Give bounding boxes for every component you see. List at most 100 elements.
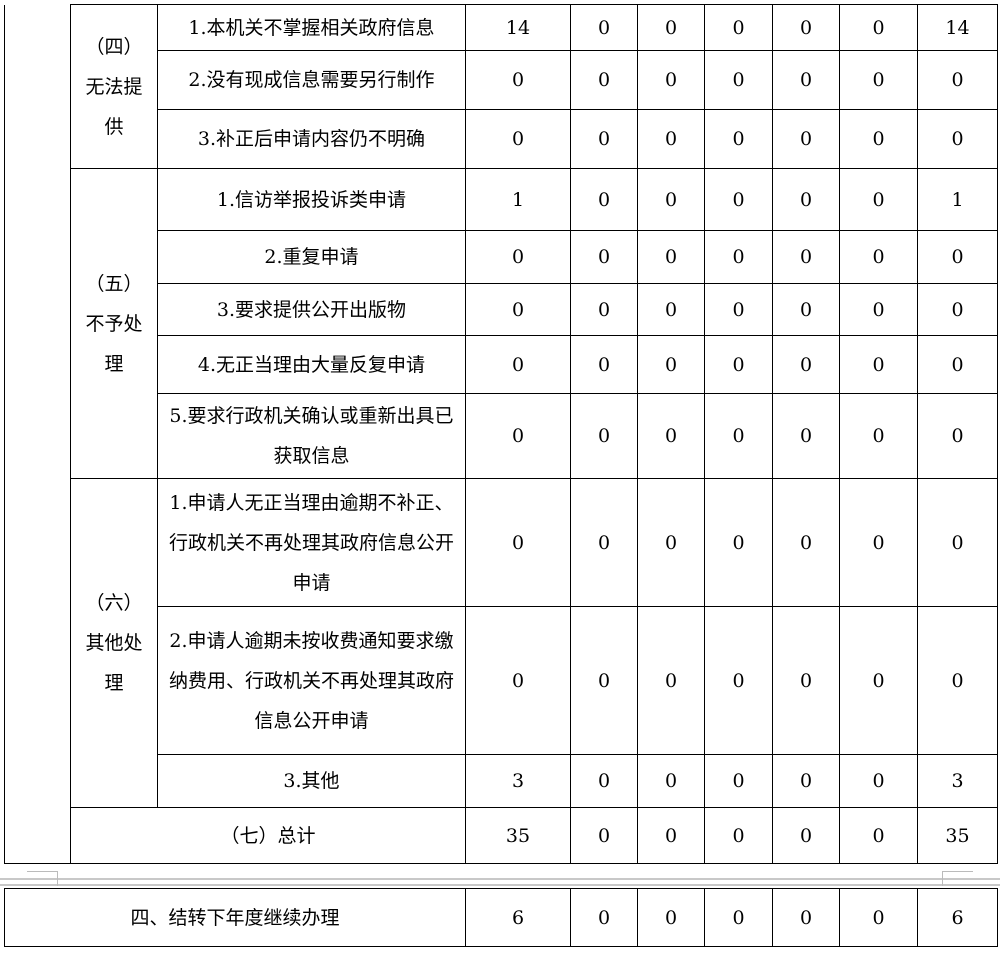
value-cell: 0: [465, 230, 571, 284]
value-cell: 0: [839, 888, 918, 947]
table-row: 2.没有现成信息需要另行制作 0 0 0 0 0 0 0: [5, 50, 998, 110]
value-cell: 0: [704, 168, 773, 231]
item-label: 5.要求行政机关确认或重新出具已获取信息: [157, 393, 466, 479]
value-cell: 0: [704, 283, 773, 336]
table-row: 2.申请人逾期未按收费通知要求缴纳费用、行政机关不再处理其政府信息公开申请 0 0 0…: [5, 606, 998, 755]
item-label: 2.重复申请: [157, 230, 466, 284]
value-cell: 0: [917, 478, 998, 607]
value-cell: 0: [839, 168, 918, 231]
value-cell: 0: [772, 606, 840, 755]
value-cell: 0: [570, 230, 638, 284]
value-cell: 1: [465, 168, 571, 231]
value-cell: 0: [917, 606, 998, 755]
value-cell: 0: [839, 335, 918, 394]
value-cell: 0: [704, 754, 773, 808]
value-cell: 35: [917, 807, 998, 864]
item-label: 1.信访举报投诉类申请: [157, 168, 466, 231]
value-cell: 0: [772, 754, 840, 808]
value-cell: 0: [637, 230, 705, 284]
value-cell: 0: [704, 4, 773, 51]
total-row: （七）总计 35 0 0 0 0 0 35: [5, 807, 998, 864]
value-cell: 0: [839, 606, 918, 755]
total-label: （七）总计: [70, 807, 466, 864]
value-cell: 0: [839, 4, 918, 51]
value-cell: 0: [772, 50, 840, 110]
value-cell: 35: [465, 807, 571, 864]
carryover-label: 四、结转下年度继续办理: [4, 888, 466, 947]
item-label: 3.其他: [157, 754, 466, 808]
value-cell: 0: [704, 230, 773, 284]
value-cell: 0: [637, 807, 705, 864]
value-cell: 0: [772, 4, 840, 51]
value-cell: 0: [637, 50, 705, 110]
value-cell: 0: [772, 393, 840, 479]
value-cell: 0: [917, 393, 998, 479]
results-table: （四）无法提供 1.本机关不掌握相关政府信息 14 0 0 0 0 0 14 2.没有现成信息需要…: [4, 4, 998, 864]
value-cell: 0: [637, 606, 705, 755]
value-cell: 14: [465, 4, 571, 51]
value-cell: 0: [637, 335, 705, 394]
value-cell: 0: [839, 50, 918, 110]
item-label: 4.无正当理由大量反复申请: [157, 335, 466, 394]
value-cell: 0: [570, 283, 638, 336]
value-cell: 0: [570, 807, 638, 864]
value-cell: 1: [917, 168, 998, 231]
page-corner-mark: [942, 871, 973, 886]
item-label: 3.补正后申请内容仍不明确: [157, 109, 466, 169]
value-cell: 0: [637, 888, 705, 947]
value-cell: 0: [839, 754, 918, 808]
table-row: 2.重复申请 0 0 0 0 0 0 0: [5, 230, 998, 284]
value-cell: 0: [772, 478, 840, 607]
table-row: 3.要求提供公开出版物 0 0 0 0 0 0 0: [5, 283, 998, 336]
value-cell: 0: [637, 754, 705, 808]
value-cell: 0: [465, 283, 571, 336]
value-cell: 0: [839, 283, 918, 336]
value-cell: 0: [917, 50, 998, 110]
group-label: （五）不予处理: [70, 168, 158, 479]
value-cell: 6: [917, 888, 998, 947]
value-cell: 0: [465, 50, 571, 110]
value-cell: 0: [570, 50, 638, 110]
value-cell: 0: [704, 335, 773, 394]
page-corner-mark: [27, 871, 58, 886]
item-label: 1.本机关不掌握相关政府信息: [157, 4, 466, 51]
value-cell: 0: [637, 283, 705, 336]
value-cell: 0: [839, 478, 918, 607]
table-row: 3.其他 3 0 0 0 0 0 3: [5, 754, 998, 808]
value-cell: 0: [839, 109, 918, 169]
value-cell: 0: [839, 230, 918, 284]
value-cell: 0: [917, 230, 998, 284]
value-cell: 6: [465, 888, 571, 947]
table-row: （六）其他处理 1.申请人无正当理由逾期不补正、行政机关不再处理其政府信息公开申请…: [5, 478, 998, 808]
carryover-table: 四、结转下年度继续办理 6 0 0 0 0 0 6: [4, 888, 998, 947]
value-cell: 0: [772, 335, 840, 394]
value-cell: 0: [772, 888, 840, 947]
value-cell: 0: [465, 109, 571, 169]
value-cell: 0: [772, 283, 840, 336]
value-cell: 0: [917, 283, 998, 336]
value-cell: 0: [570, 168, 638, 231]
page-break: [0, 878, 1000, 886]
value-cell: 0: [465, 478, 571, 607]
value-cell: 0: [637, 4, 705, 51]
item-label: 1.申请人无正当理由逾期不补正、行政机关不再处理其政府信息公开申请: [157, 478, 466, 607]
item-label: 2.申请人逾期未按收费通知要求缴纳费用、行政机关不再处理其政府信息公开申请: [157, 606, 466, 755]
value-cell: 0: [637, 168, 705, 231]
item-label: 2.没有现成信息需要另行制作: [157, 50, 466, 110]
value-cell: 0: [570, 393, 638, 479]
value-cell: 3: [465, 754, 571, 808]
value-cell: 0: [917, 335, 998, 394]
table-row: （四）无法提供 1.本机关不掌握相关政府信息 14 0 0 0 0 0 14: [4, 4, 998, 864]
value-cell: 0: [570, 335, 638, 394]
value-cell: 0: [704, 807, 773, 864]
value-cell: 0: [704, 888, 773, 947]
value-cell: 0: [570, 109, 638, 169]
group-label: （四）无法提供: [70, 4, 158, 169]
value-cell: 0: [772, 807, 840, 864]
value-cell: 0: [772, 168, 840, 231]
value-cell: 0: [704, 50, 773, 110]
carryover-row: 四、结转下年度继续办理 6 0 0 0 0 0 6: [4, 888, 998, 947]
value-cell: 0: [704, 606, 773, 755]
table-row: 5.要求行政机关确认或重新出具已获取信息 0 0 0 0 0 0 0: [5, 393, 998, 479]
table-row: 3.补正后申请内容仍不明确 0 0 0 0 0 0 0: [5, 109, 998, 169]
